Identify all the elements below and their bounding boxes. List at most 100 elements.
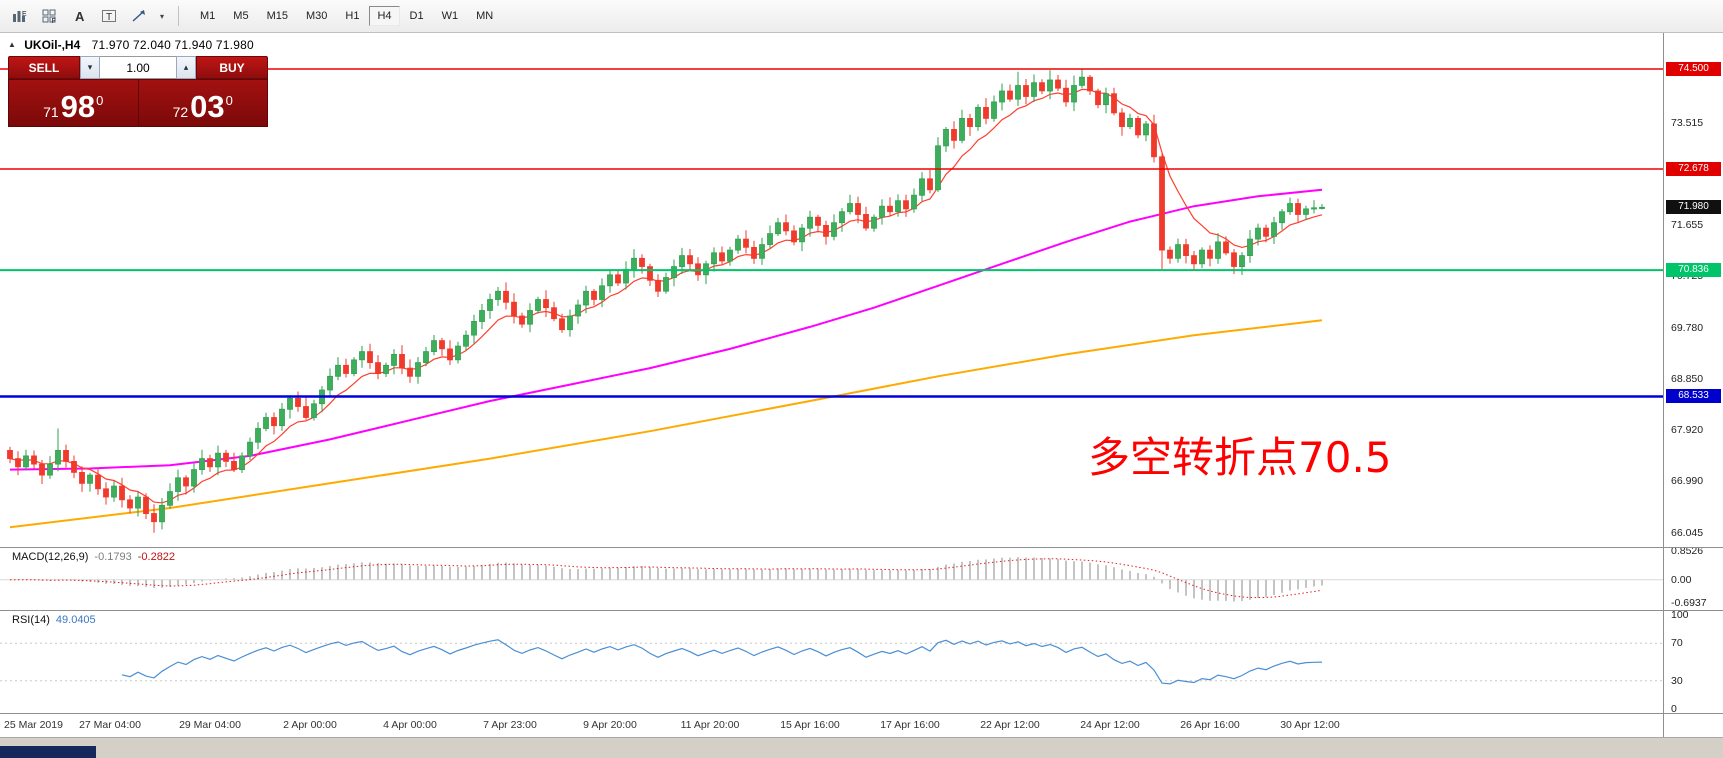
buy-button[interactable]: BUY [196, 56, 268, 79]
time-axis-divider [0, 713, 1723, 714]
time-axis-label: 4 Apr 00:00 [383, 719, 437, 731]
chart-ohlc-values: 71.970 72.040 71.940 71.980 [91, 38, 254, 52]
bottom-strip [0, 737, 1723, 758]
price-tag-71.980[interactable]: 71.980 [1666, 200, 1721, 214]
timeframe-button-h4[interactable]: H4 [369, 6, 400, 26]
chart-title: UKOil-,H4 [24, 38, 81, 52]
rsi-label: RSI(14) 49.0405 [12, 614, 96, 626]
price-scale[interactable]: 73.51571.65570.72569.78068.85067.92066.9… [1663, 33, 1723, 737]
bid-ask-row: 71 98 0 72 03 0 [8, 79, 268, 127]
time-axis-label: 30 Apr 12:00 [1280, 719, 1340, 731]
y-axis-label: 66.045 [1671, 527, 1704, 539]
macd-axis-label: 0.8526 [1671, 545, 1704, 557]
rsi-axis-label: 0 [1671, 703, 1677, 715]
time-axis-label: 7 Apr 23:00 [483, 719, 537, 731]
rsi-panel-divider[interactable] [0, 610, 1723, 611]
macd-value-signal: -0.2822 [137, 551, 176, 563]
y-axis-label: 67.920 [1671, 424, 1704, 436]
sell-price-panel[interactable]: 71 98 0 [9, 80, 139, 126]
timeframe-buttons: M1 M5 M15 M30 H1 H4 D1 W1 MN [187, 6, 502, 26]
time-axis-label: 22 Apr 12:00 [980, 719, 1040, 731]
y-axis-label: 69.780 [1671, 322, 1704, 334]
y-axis-label: 73.515 [1671, 117, 1704, 129]
time-axis-label: 11 Apr 20:00 [680, 719, 740, 731]
volume-input[interactable] [100, 56, 176, 79]
rsi-axis-label: 70 [1671, 637, 1683, 649]
macd-panel-divider[interactable] [0, 547, 1723, 548]
rsi-name: RSI(14) [12, 614, 50, 626]
ask-price-handle: 72 [172, 104, 189, 120]
buy-price-panel[interactable]: 72 03 0 [138, 80, 267, 126]
macd-value-main: -0.1793 [94, 551, 132, 563]
macd-axis-label: -0.6937 [1671, 597, 1707, 609]
timeframe-button-h1[interactable]: H1 [337, 6, 367, 26]
horizontal-lines [0, 68, 1663, 398]
bid-price-sup: 0 [96, 93, 104, 108]
rsi-levels [0, 642, 1663, 682]
timeframe-button-d1[interactable]: D1 [402, 6, 432, 26]
timeframe-button-m15[interactable]: M15 [259, 6, 296, 26]
text-box-t-icon[interactable]: T [95, 3, 123, 29]
svg-text:E: E [22, 11, 27, 18]
ma-slow-line [9, 319, 1323, 529]
price-tag-74.500[interactable]: 74.500 [1666, 62, 1721, 76]
bar-chart-e-icon[interactable]: E [5, 3, 33, 29]
svg-text:F: F [52, 18, 56, 24]
chart-header: ▲ UKOil-,H4 71.970 72.040 71.940 71.980 [8, 38, 254, 52]
timeframe-button-m1[interactable]: M1 [192, 6, 223, 26]
rsi-canvas[interactable] [0, 611, 1663, 713]
rsi-line [121, 639, 1323, 685]
collapse-trade-panel-icon[interactable]: ▲ [8, 40, 16, 49]
chart-annotation-text[interactable]: 多空转折点70.5 [1088, 433, 1392, 482]
sell-dropdown-icon[interactable]: ▾ [80, 56, 100, 79]
font-a-icon[interactable]: A [65, 3, 93, 29]
macd-name: MACD(12,26,9) [12, 551, 89, 563]
ask-price-sup: 0 [225, 93, 233, 108]
time-scale[interactable]: 25 Mar 2019 27 Mar 04:00 29 Mar 04:00 2 Apr… [0, 714, 1663, 737]
ask-price-big: 03 [190, 89, 225, 124]
time-axis-label: 26 Apr 16:00 [1180, 719, 1240, 731]
time-axis-label: 15 Apr 16:00 [780, 719, 840, 731]
candles-layer [7, 69, 1325, 533]
taskbar-fragment [0, 746, 96, 758]
time-axis-label: 25 Mar 2019 [4, 719, 63, 731]
timeframe-button-mn[interactable]: MN [468, 6, 501, 26]
rsi-value: 49.0405 [55, 614, 96, 626]
svg-text:A: A [75, 9, 85, 24]
time-axis-label: 27 Mar 04:00 [79, 719, 141, 731]
trendline-tool-icon[interactable] [125, 3, 153, 29]
grid-f-icon[interactable]: F [35, 3, 63, 29]
macd-label: MACD(12,26,9) -0.1793 -0.2822 [12, 551, 175, 563]
macd-canvas[interactable] [0, 548, 1663, 610]
timeframe-button-m30[interactable]: M30 [298, 6, 335, 26]
y-axis-label: 68.850 [1671, 373, 1704, 385]
price-tag-68.533[interactable]: 68.533 [1666, 389, 1721, 403]
sell-button[interactable]: SELL [8, 56, 80, 79]
rsi-axis-label: 100 [1671, 609, 1689, 621]
svg-text:T: T [106, 12, 112, 23]
timeframe-button-w1[interactable]: W1 [434, 6, 467, 26]
time-axis-label: 9 Apr 20:00 [583, 719, 637, 731]
time-axis-label: 17 Apr 16:00 [880, 719, 940, 731]
toolbar: E F A T ▾ M1 M5 M15 M30 H1 H4 D1 W1 MN [0, 0, 1723, 32]
time-axis-label: 29 Mar 04:00 [179, 719, 241, 731]
timeframe-button-m5[interactable]: M5 [225, 6, 256, 26]
bid-price-handle: 71 [43, 104, 59, 120]
toolbar-separator [178, 6, 179, 26]
trendline-dropdown-icon[interactable]: ▾ [159, 11, 164, 21]
rsi-axis-label: 30 [1671, 675, 1683, 687]
toolbar-icons: E F A T ▾ [0, 3, 170, 29]
macd-axis-label: 0.00 [1671, 574, 1692, 586]
price-chart-canvas[interactable] [0, 33, 1663, 547]
price-tag-72.678[interactable]: 72.678 [1666, 162, 1721, 176]
y-axis-label: 71.655 [1671, 219, 1704, 231]
bid-price-big: 98 [60, 89, 96, 124]
time-axis-label: 2 Apr 00:00 [283, 719, 337, 731]
toolbar-divider [0, 32, 1723, 33]
y-axis-label: 66.990 [1671, 475, 1704, 487]
order-entry-row: SELL ▾ ▴ BUY [8, 56, 268, 79]
volume-increment-icon[interactable]: ▴ [176, 56, 196, 79]
price-tag-70.836[interactable]: 70.836 [1666, 263, 1721, 277]
